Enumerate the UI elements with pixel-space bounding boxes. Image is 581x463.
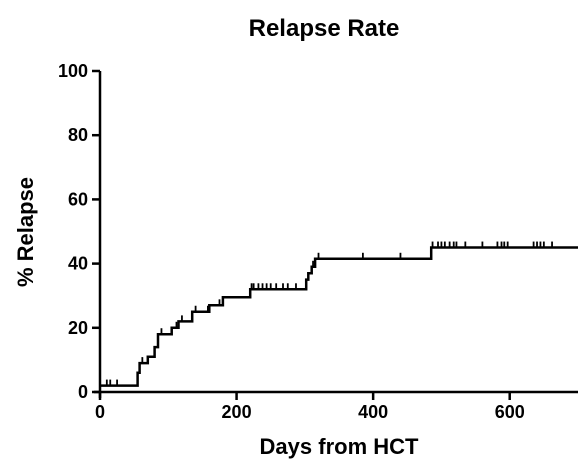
x-axis-label: Days from HCT	[260, 434, 419, 459]
x-tick-label: 200	[222, 402, 252, 422]
x-tick-label: 0	[95, 402, 105, 422]
y-tick-label: 0	[78, 382, 88, 402]
y-tick-label: 40	[68, 254, 88, 274]
y-axis-label: % Relapse	[13, 177, 38, 287]
chart-title: Relapse Rate	[249, 15, 400, 42]
y-tick-label: 80	[68, 125, 88, 145]
x-tick-label: 600	[495, 402, 525, 422]
x-tick-label: 400	[358, 402, 388, 422]
y-tick-label: 20	[68, 318, 88, 338]
y-tick-label: 60	[68, 189, 88, 209]
relapse-step-line	[100, 246, 578, 387]
y-tick-label: 100	[58, 61, 88, 81]
